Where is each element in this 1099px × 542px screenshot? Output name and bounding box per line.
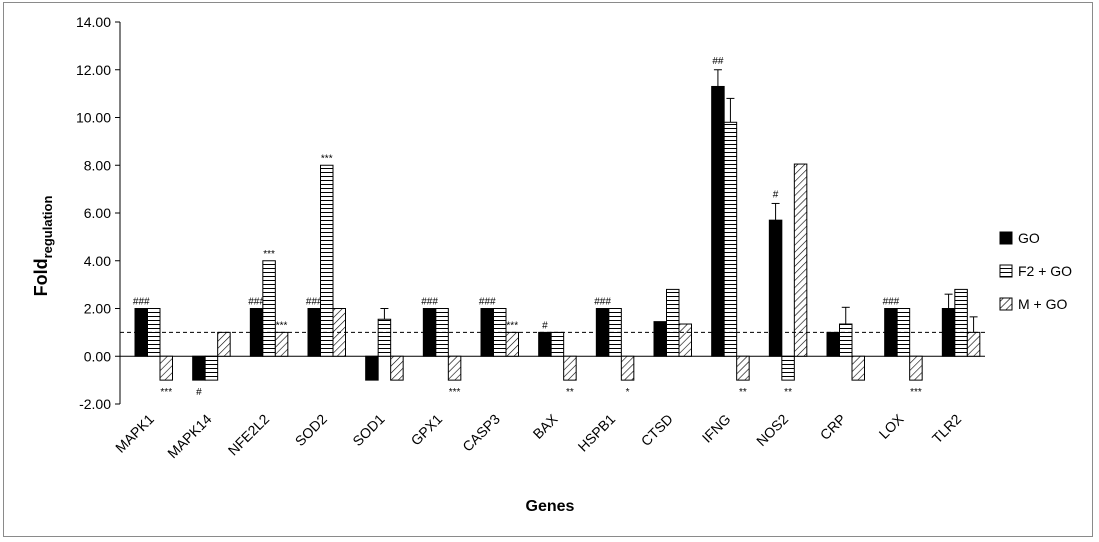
significance-label: ### <box>306 297 323 308</box>
legend-swatch-diagonal <box>999 297 1013 311</box>
significance-label: ** <box>739 387 747 398</box>
category-label-CASP3: CASP3 <box>459 411 503 455</box>
significance-label: *** <box>449 387 461 398</box>
significance-label: ** <box>566 387 574 398</box>
significance-label: # <box>196 387 202 398</box>
y-tick-label: 8.00 <box>84 157 111 173</box>
bar-diagonal-LOX <box>909 355 923 381</box>
bar-horizontal-CTSD <box>666 288 680 357</box>
bar-diagonal-BAX <box>563 355 577 381</box>
bar-solid-IFNG <box>711 85 725 357</box>
bar-diagonal-HSPB1 <box>620 355 635 381</box>
chart-frame <box>3 2 1093 537</box>
bar-horizontal-NFE2L2 <box>262 260 276 357</box>
category-label-GPX1: GPX1 <box>408 411 446 449</box>
bar-diagonal-MAPK1 <box>159 355 173 381</box>
bar-horizontal-IFNG <box>723 121 738 357</box>
significance-label: * <box>626 387 630 398</box>
category-label-SOD1: SOD1 <box>349 411 387 449</box>
bar-diagonal-CASP3 <box>505 331 519 357</box>
bar-solid-BAX <box>538 331 552 357</box>
legend-label: F2 + GO <box>1018 263 1072 279</box>
category-label-HSPB1: HSPB1 <box>575 411 619 455</box>
bar-diagonal-CRP <box>851 355 865 381</box>
legend-swatch-solid <box>999 231 1013 245</box>
category-label-CRP: CRP <box>817 411 849 443</box>
y-tick-label: 10.00 <box>76 110 111 126</box>
bar-solid-MAPK14 <box>192 355 206 381</box>
bar-diagonal-IFNG <box>736 355 750 381</box>
significance-label: # <box>542 320 548 331</box>
bar-horizontal-NOS2 <box>781 355 795 381</box>
y-tick-label: 4.00 <box>84 253 111 269</box>
category-label-SOD2: SOD2 <box>292 411 330 449</box>
bar-diagonal-SOD1 <box>390 355 404 381</box>
category-label-TLR2: TLR2 <box>929 411 965 447</box>
significance-label: ### <box>133 297 150 308</box>
significance-label: ### <box>421 297 438 308</box>
significance-label: # <box>773 189 779 200</box>
bar-horizontal-SOD1 <box>377 318 392 357</box>
significance-label: ## <box>712 56 724 67</box>
significance-label: ### <box>248 297 265 308</box>
category-label-MAPK1: MAPK1 <box>112 411 157 456</box>
category-label-MAPK14: MAPK14 <box>164 411 215 462</box>
category-label-CTSD: CTSD <box>638 411 676 449</box>
y-tick-label: 6.00 <box>84 205 111 221</box>
bar-horizontal-MAPK1 <box>147 308 161 357</box>
category-labels: MAPK1 MAPK14 NFE2L2 SOD2 SOD1 GPX1 CASP3 BAX HSP… <box>112 410 964 461</box>
y-axis-ticks: 14.00 12.00 10.00 8.00 6.00 4.00 2.00 0.00 -2.00 <box>76 14 121 412</box>
significance-label: ### <box>479 297 496 308</box>
category-label-IFNG: IFNG <box>699 411 734 446</box>
bar-diagonal-NOS2 <box>793 163 808 357</box>
bar-diagonal-GPX1 <box>447 355 462 381</box>
bar-solid-CTSD <box>653 321 667 357</box>
bar-diagonal-TLR2 <box>966 331 981 357</box>
category-label-NOS2: NOS2 <box>753 411 791 449</box>
y-axis-title-sub: regulation <box>40 196 55 259</box>
bar-diagonal-NFE2L2 <box>274 331 289 357</box>
significance-label: ** <box>784 387 792 398</box>
category-label-LOX: LOX <box>875 410 907 442</box>
significance-label: *** <box>160 387 172 398</box>
significance-label: *** <box>263 249 275 260</box>
significance-label: *** <box>910 387 922 398</box>
y-axis-title: Foldregulation <box>31 196 55 297</box>
bar-solid-SOD1 <box>365 355 379 381</box>
bar-diagonal-MAPK14 <box>217 331 231 357</box>
y-tick-label: -2.00 <box>79 396 111 412</box>
y-tick-label: 2.00 <box>84 301 111 317</box>
bar-solid-CRP <box>826 331 840 357</box>
significance-label: ### <box>594 297 611 308</box>
significance-label: ### <box>883 297 900 308</box>
svg-text:Foldregulation: Foldregulation <box>31 196 55 297</box>
significance-label: *** <box>506 320 518 331</box>
x-axis-title: Genes <box>526 498 575 515</box>
significance-label: *** <box>321 153 333 164</box>
legend: GO F2 + GO M + GO <box>999 230 1072 312</box>
legend-swatch-horizontal <box>999 264 1013 278</box>
legend-label: GO <box>1018 230 1040 246</box>
y-tick-label: 14.00 <box>76 14 111 30</box>
category-label-BAX: BAX <box>529 410 561 442</box>
bar-horizontal-TLR2 <box>954 288 968 357</box>
category-label-NFE2L2: NFE2L2 <box>225 411 273 459</box>
plot-area: ####### ### ### #############**************… <box>120 56 985 398</box>
bar-horizontal-BAX <box>550 331 565 357</box>
bar-horizontal-HSPB1 <box>608 308 622 357</box>
bar-horizontal-MAPK14 <box>204 355 219 381</box>
y-axis-title-main: Fold <box>31 258 51 296</box>
bar-solid-NOS2 <box>768 219 783 357</box>
bar-horizontal-SOD2 <box>320 164 334 357</box>
y-tick-label: 0.00 <box>84 348 111 364</box>
legend-label: M + GO <box>1018 296 1068 312</box>
y-tick-label: 12.00 <box>76 62 111 78</box>
bar-horizontal-CRP <box>839 323 853 357</box>
significance-label: *** <box>276 320 288 331</box>
bar-diagonal-CTSD <box>678 323 692 357</box>
